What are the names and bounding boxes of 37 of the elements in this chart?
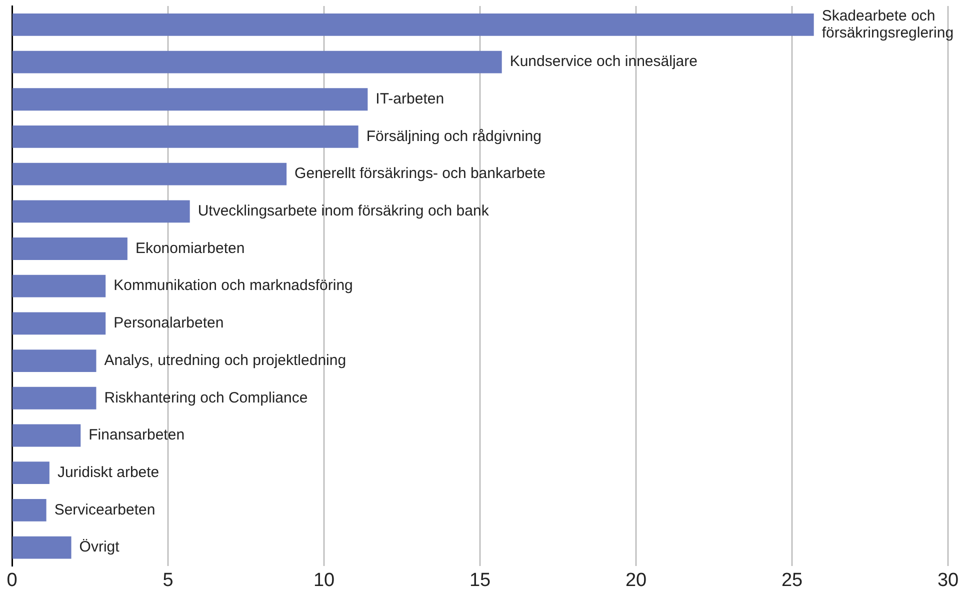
y-tick-label: Kundservice och innesäljare: [510, 53, 698, 70]
bar: [12, 162, 287, 186]
y-tick-label: Servicearbeten: [54, 501, 156, 518]
y-tick-label: Juridiskt arbete: [57, 464, 160, 481]
y-tick-label: Analys, utredning och projektledning: [104, 352, 346, 369]
x-tick-label: 30: [937, 570, 959, 591]
y-tick-label: Kommunikation och marknadsföring: [114, 277, 353, 294]
x-tick-label: 25: [781, 570, 803, 591]
bar: [12, 200, 190, 223]
y-tick-label: Övrigt: [79, 538, 120, 556]
bar: [12, 238, 128, 260]
y-tick-label: Utvecklingsarbete inom försäkring och bank: [198, 202, 490, 220]
y-tick-label: Personalarbeten: [114, 314, 224, 332]
bar: [12, 498, 46, 522]
bar: [12, 424, 81, 447]
x-tick-label: 10: [313, 570, 335, 591]
y-tick-label: Finansarbeten: [88, 426, 185, 444]
bar: [12, 312, 106, 335]
x-tick-label: 20: [625, 570, 647, 591]
y-tick-label: Ekonomiarbeten: [135, 240, 245, 257]
bar: [12, 536, 72, 559]
bar: [12, 88, 368, 111]
bar: [12, 126, 358, 148]
bar: [12, 13, 814, 36]
bar: [12, 386, 96, 410]
x-tick-label: 5: [162, 570, 174, 591]
y-tick-label: Skadearbete och försäkringsreglering: [822, 7, 954, 42]
bar: [12, 274, 106, 298]
y-tick-label: Generellt försäkrings- och bankarbete: [294, 165, 546, 182]
y-tick-label: IT-arbeten: [376, 90, 444, 108]
x-tick-label: 0: [6, 570, 18, 591]
y-tick-label: Riskhantering och Compliance: [104, 389, 308, 406]
bar: [12, 462, 50, 484]
bar: [12, 50, 502, 74]
bar: [12, 350, 96, 372]
x-tick-label: 15: [469, 570, 491, 591]
y-tick-label: Försäljning och rådgivning: [366, 128, 542, 145]
